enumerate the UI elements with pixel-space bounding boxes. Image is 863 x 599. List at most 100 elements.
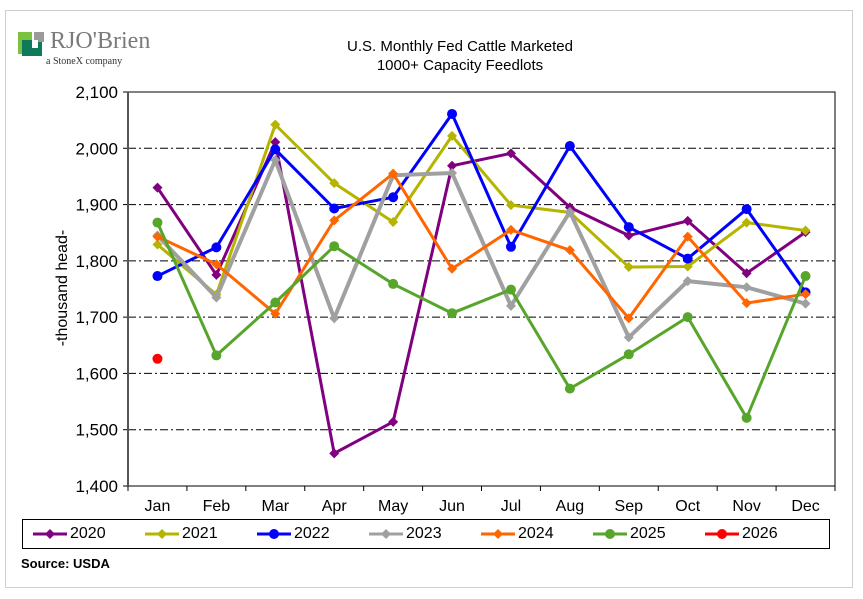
series-2026 [152, 353, 163, 364]
data-point [623, 262, 634, 273]
data-point [741, 204, 752, 215]
data-point [682, 215, 693, 226]
y-tick-label: 1,900 [75, 196, 118, 215]
data-point [447, 308, 458, 319]
series-2024 [152, 168, 811, 324]
data-point [741, 217, 752, 228]
data-point [741, 268, 752, 279]
data-point [505, 284, 516, 295]
data-point [329, 313, 340, 324]
line-chart: 1,400 1,500 1,600 1,700 1,800 1,900 2,000 2,100… [75, 83, 836, 515]
x-tick-label: Jan [145, 498, 171, 515]
data-point [741, 282, 752, 293]
data-point [329, 178, 340, 189]
data-point [329, 241, 340, 252]
data-point [152, 353, 163, 364]
legend-swatch [481, 529, 515, 539]
data-point [270, 137, 281, 148]
x-tick-label: May [378, 498, 408, 515]
x-tick-label: Apr [322, 498, 348, 515]
legend-swatch [33, 529, 67, 539]
data-point [447, 160, 458, 171]
data-point [741, 298, 752, 309]
legend-item-2022: 2022 [255, 524, 330, 544]
legend-item-2024: 2024 [479, 524, 554, 544]
data-point [211, 259, 222, 270]
data-point [493, 529, 503, 539]
legend-label: 2024 [518, 525, 554, 542]
series-2022 [152, 108, 811, 298]
data-point [329, 203, 340, 214]
data-point [564, 141, 575, 152]
plot-area [127, 91, 836, 487]
x-tick-label: Jun [439, 498, 465, 515]
data-point [623, 313, 634, 324]
logo-brand-text: RJO'Brien [50, 28, 151, 54]
data-point [152, 182, 163, 193]
legend-swatch [705, 529, 739, 539]
data-point [682, 312, 693, 323]
data-point [564, 245, 575, 256]
data-point [682, 276, 693, 287]
legend-swatch [369, 529, 403, 539]
data-point [329, 215, 340, 226]
data-point [505, 300, 516, 311]
series-line [156, 110, 807, 294]
data-point [623, 332, 634, 343]
series-line [156, 154, 807, 341]
y-tick-labels: 1,400 1,500 1,600 1,700 1,800 1,900 2,000 2,100 [75, 83, 118, 496]
gridlines [128, 147, 835, 431]
data-point [717, 529, 727, 539]
data-point [447, 263, 458, 274]
logo-mark-icon [18, 32, 44, 56]
legend-label: 2021 [182, 525, 218, 542]
data-point [623, 230, 634, 241]
x-tick-labels: Jan Feb Mar Apr May Jun Jul Aug Sep Oct Nov Dec [145, 498, 820, 515]
legend-item-2026: 2026 [703, 524, 778, 544]
x-tick-label: Mar [262, 498, 290, 515]
data-point [152, 239, 163, 250]
data-point [211, 242, 222, 253]
legend-label: 2020 [70, 525, 106, 542]
data-point [741, 412, 752, 423]
series-lines [152, 108, 811, 459]
legend-label: 2023 [406, 525, 442, 542]
axes [123, 91, 836, 491]
data-point [505, 241, 516, 252]
x-tick-label: Feb [203, 498, 231, 515]
y-tick-label: 1,400 [75, 477, 118, 496]
legend-item-2025: 2025 [591, 524, 666, 544]
series-line [156, 121, 806, 298]
data-point [564, 206, 575, 217]
data-point [211, 350, 222, 361]
data-point [564, 383, 575, 394]
data-point [447, 168, 458, 179]
data-point [270, 297, 281, 308]
legend-item-2021: 2021 [143, 524, 218, 544]
data-point [211, 269, 222, 280]
y-tick-label: 2,100 [75, 83, 118, 102]
data-point [270, 155, 281, 166]
legend-swatch [145, 529, 179, 539]
data-point [505, 224, 516, 235]
data-point [682, 261, 693, 272]
x-tick-label: Nov [732, 498, 760, 515]
data-point [388, 278, 399, 289]
legend-swatch [257, 529, 291, 539]
data-point [388, 416, 399, 427]
data-point [505, 200, 516, 211]
y-tick-label: 1,600 [75, 364, 118, 383]
data-point [45, 529, 55, 539]
data-point [270, 308, 281, 319]
data-point [157, 529, 167, 539]
series-line [156, 171, 806, 321]
x-tick-label: Oct [675, 498, 700, 515]
rjobrien-logo: RJO'Brien a StoneX company [18, 28, 158, 70]
y-tick-label: 2,000 [75, 139, 118, 158]
legend-item-2020: 2020 [31, 524, 106, 544]
logo-tagline: a StoneX company [46, 56, 123, 67]
data-point [505, 148, 516, 159]
chart-subtitle: 1000+ Capacity Feedlots [376, 57, 544, 74]
legend-swatch [593, 529, 627, 539]
data-point [211, 292, 222, 303]
